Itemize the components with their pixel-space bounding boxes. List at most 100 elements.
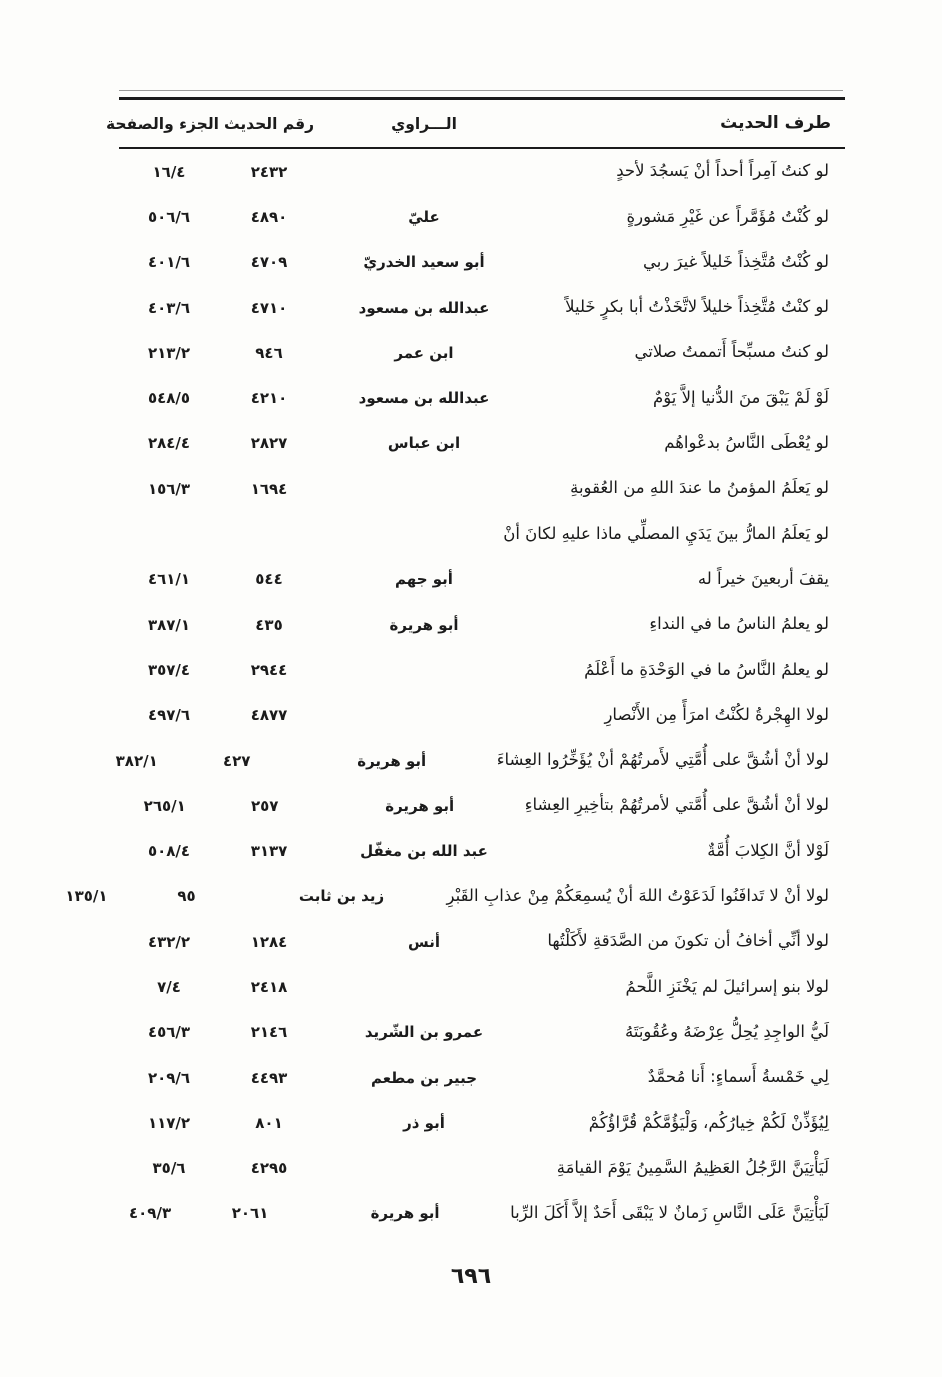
hadith-text: لو يُعْطَى النَّاسُ بدعْواهُم (664, 433, 829, 453)
narrator: عليّ (408, 207, 440, 226)
hadith-text: لولا أنِّي أخافُ أن تكونَ من الصَّدَقةِ … (547, 931, 829, 951)
hadith-text: لولا أنْ أشُقَّ على أُمَّتي لأمرتُهُمْ ب… (524, 795, 829, 815)
hadith-text: لولا أنْ أشُقَّ على أُمَّتِي لأَمرتُهُمْ… (496, 750, 829, 770)
hadith-number: ٢٤٣٢ (250, 162, 288, 181)
volume-page: ٤٦١/١ (147, 570, 191, 589)
hadith-text: لو يَعلَمُ المؤمنُ ما عندَ اللهِ من العُ… (570, 478, 829, 498)
table-row: لولا الهِجْرةُ لكُنْتُ امرَأً مِن الأَنْ… (119, 693, 845, 738)
hadith-text: لو كُنْتُ مُتَّخِذاً خَليلاً غيرَ ربي (642, 251, 829, 271)
hadith-number: ٤٧٠٩ (250, 253, 288, 272)
hadith-number: ٤٧١٠ (250, 298, 288, 317)
table-row: لو كُنْتُ مُؤَمَّراً عن غَيْرِ مَشورةٍ ع… (119, 194, 845, 239)
table-row: لو يعلمُ الناسُ ما في النداءِ أبو هريرة … (119, 602, 845, 647)
hadith-number: ٢٩٤٤ (250, 660, 288, 679)
narrator: أبو هريرة (385, 796, 455, 815)
table-row: لو كنتُ مسبِّحاً أَتممتُ صلاتي ابن عمر ٩… (119, 330, 845, 375)
hadith-number: ٢١٤٦ (250, 1023, 288, 1042)
volume-page: ٢٠٩/٦ (147, 1068, 191, 1087)
volume-page: ٣٥/٦ (152, 1159, 186, 1178)
volume-page: ٢١٣/٢ (147, 343, 191, 362)
hadith-text: لِي خَمْسةُ أَسماءٍ: أَنا مُحمَّدٌ (647, 1067, 829, 1087)
hadith-text: لَيَأْتِيَنَّ عَلَى النَّاسِ زَمانٌ لا ي… (510, 1203, 829, 1223)
table-row: لو يعلمُ النَّاسُ ما في الوَحْدَةِ ما أَ… (119, 647, 845, 692)
table-row: لِيُؤَذِّنْ لَكُمْ خِيارُكُم، وَلْيَؤُمَ… (119, 1100, 845, 1145)
narrator: ابن عمر (394, 343, 454, 362)
volume-page: ١٥٦/٣ (147, 479, 191, 498)
table-row: لو كنْتُ مُتَّخِذاً خليلاً لاتَّخَذْتُ أ… (119, 285, 845, 330)
volume-page: ٤٠٩/٣ (129, 1204, 172, 1223)
table-row: لولا أنِّي أخافُ أن تكونَ من الصَّدَقةِ … (119, 919, 845, 964)
hadith-number: ٤٢٧ (222, 751, 251, 770)
hadith-text: لولا أنْ لا تَدافَنُوا لَدَعَوْتُ اللهَ … (446, 886, 829, 906)
hadith-index-table: طرف الحديث الـــراوي رقم الحديث الجزء وا… (65, 97, 845, 1236)
volume-page: ٢٦٥/١ (143, 796, 186, 815)
narrator: ابن عباس (387, 434, 461, 453)
volume-page: ١١٧/٢ (147, 1113, 191, 1132)
table-row: لولا بنو إسرائيلَ لم يَخْنَزِ اللَّحمُ ٢… (119, 964, 845, 1009)
table-row: لولا أنْ أشُقَّ على أُمَّتي لأمرتُهُمْ ب… (119, 783, 845, 828)
hadith-number: ١٦٩٤ (250, 479, 288, 498)
table-row: لو يُعْطَى النَّاسُ بدعْواهُم ابن عباس ٢… (119, 421, 845, 466)
hadith-text: يقفَ أربعينَ خيراً له (697, 568, 829, 588)
volume-page: ٥٠٦/٦ (147, 207, 191, 226)
narrator: أبو سعيد الخدريّ (363, 253, 485, 272)
volume-page: ٣٨٢/١ (115, 751, 158, 770)
hadith-number: ٢٤١٨ (250, 977, 288, 996)
volume-page: ٢٨٤/٤ (147, 434, 191, 453)
narrator: عبد الله بن مغفّل (360, 842, 488, 861)
table-header-row: طرف الحديث الـــراوي رقم الحديث الجزء وا… (106, 97, 845, 149)
hadith-text: لو كنتُ مسبِّحاً أَتممتُ صلاتي (634, 342, 829, 362)
volume-page: ٥٠٨/٤ (147, 842, 191, 861)
hadith-text: لِيُؤَذِّنْ لَكُمْ خِيارُكُم، وَلْيَؤُمَ… (588, 1112, 829, 1132)
narrator: جبير بن مطعم (370, 1068, 478, 1087)
hadith-text: لولا الهِجْرةُ لكُنْتُ امرَأً مِن الأَنْ… (604, 704, 829, 724)
hadith-number: ٤٣٥ (255, 615, 283, 634)
narrator: أبو هريرة (357, 751, 427, 770)
table-row: لولا أنْ لا تَدافَنُوا لَدَعَوْتُ اللهَ … (65, 874, 845, 919)
volume-page: ٣٥٧/٤ (147, 660, 191, 679)
hadith-text: لَوْ لَمْ يَبْقَ منَ الدُّنيا إلاَّ يَوْ… (653, 387, 829, 407)
hadith-text: لو كُنْتُ مُؤَمَّراً عن غَيْرِ مَشورةٍ (626, 206, 829, 226)
narrator: عمرو بن الشّريد (364, 1023, 484, 1042)
hadith-text: لَوْلا أنَّ الكِلابَ أُمَّةٌ (707, 840, 829, 860)
hadith-number: ٢٠٦١ (231, 1204, 269, 1223)
table-row: لَوْ لَمْ يَبْقَ منَ الدُّنيا إلاَّ يَوْ… (119, 375, 845, 420)
hadith-text: لو يَعلَمُ المارُّ بينَ يَدَيِ المصلِّي … (503, 523, 829, 543)
top-faint-rule (119, 90, 843, 91)
hadith-number: ٤٨٧٧ (250, 706, 288, 725)
volume-page: ٤٩٧/٦ (147, 706, 191, 725)
narrator: زيد بن ثابت (298, 887, 385, 906)
hadith-number: ٥٤٤ (255, 570, 283, 589)
hadith-text: لو يعلمُ النَّاسُ ما في الوَحْدَةِ ما أَ… (584, 659, 829, 679)
narrator: أبو ذر (403, 1113, 445, 1132)
volume-page: ٥٤٨/٥ (147, 389, 191, 408)
volume-page: ٤٣٢/٢ (147, 932, 191, 951)
page-number: ٦٩٦ (450, 1264, 492, 1289)
narrator: عبدالله بن مسعود (358, 298, 490, 317)
hadith-number: ٣١٣٧ (250, 842, 288, 861)
hadith-number: ٢٥٧ (251, 796, 279, 815)
volume-page: ٤٠٣/٦ (147, 298, 191, 317)
column-header-number: رقم الحديث (223, 114, 315, 133)
table-row: لَيَأْتِيَنَّ عَلَى النَّاسِ زَمانٌ لا ي… (119, 1191, 845, 1236)
table-row: لَيَأْتِيَنَّ الرَّجُلُ العَظِيمُ السَّم… (119, 1146, 845, 1191)
table-row: لولا أنْ أشُقَّ على أُمَّتِي لأَمرتُهُمْ… (116, 738, 845, 783)
hadith-number: ٤٢١٠ (250, 389, 288, 408)
volume-page: ٤٠١/٦ (147, 253, 191, 272)
hadith-number: ١٢٨٤ (250, 932, 288, 951)
volume-page: ٤٥٦/٣ (147, 1023, 191, 1042)
hadith-text: لَيَأْتِيَنَّ الرَّجُلُ العَظِيمُ السَّم… (556, 1157, 829, 1177)
volume-page: ٣٨٧/١ (147, 615, 191, 634)
table-row: لو يَعلَمُ المؤمنُ ما عندَ اللهِ من العُ… (119, 466, 845, 511)
hadith-number: ٤٨٩٠ (250, 207, 288, 226)
hadith-number: ٨٠١ (255, 1113, 283, 1132)
hadith-text: لو كنْتُ مُتَّخِذاً خليلاً لاتَّخَذْتُ أ… (565, 297, 829, 317)
hadith-number: ٤٢٩٥ (250, 1159, 288, 1178)
narrator: أبو هريرة (389, 615, 459, 634)
table-row: لو كُنْتُ مُتَّخِذاً خَليلاً غيرَ ربي أب… (119, 240, 845, 285)
hadith-text: لولا بنو إسرائيلَ لم يَخْنَزِ اللَّحمُ (625, 976, 830, 996)
hadith-text: لو كنتُ آمِراً أحداً أنْ يَسجُدَ لأحدٍ (616, 161, 829, 181)
volume-page: ٧/٤ (157, 977, 181, 996)
hadith-number: ٩٥ (177, 887, 196, 906)
